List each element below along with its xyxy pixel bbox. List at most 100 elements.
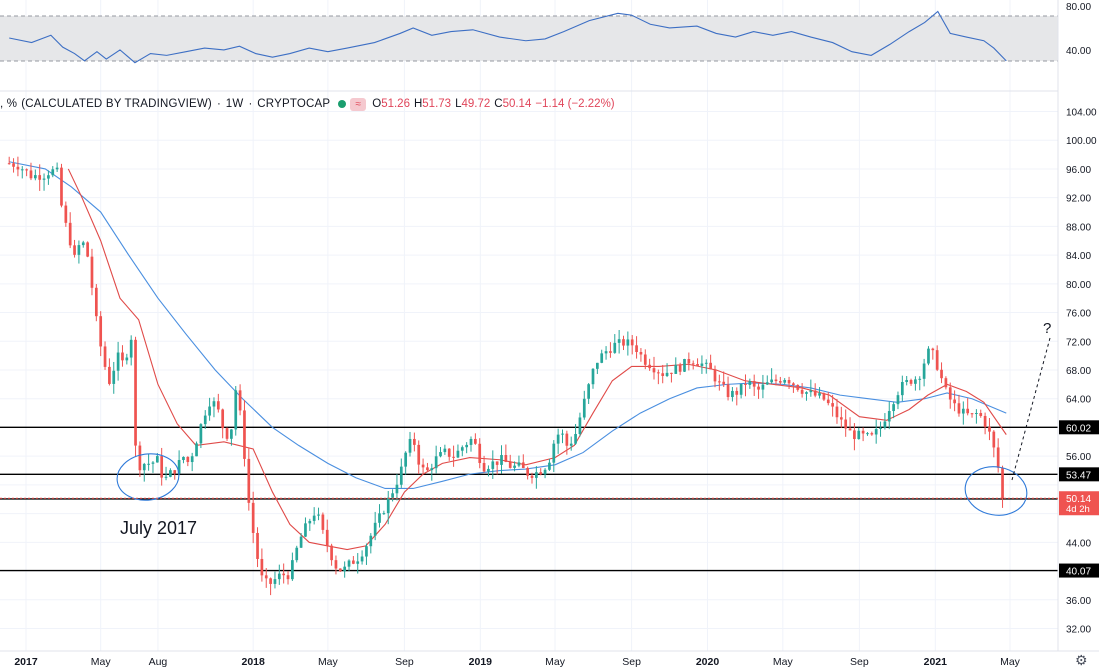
time-tick-label: Aug: [149, 656, 168, 668]
candle-body: [552, 443, 556, 463]
candle-body: [1001, 467, 1004, 499]
legend-low-label: L: [455, 98, 462, 110]
candle-body: [230, 429, 233, 439]
candle-body: [656, 372, 660, 374]
rsi-axis-label: 80.00: [1066, 2, 1091, 13]
candle-body: [182, 456, 185, 461]
candle-body: [395, 484, 399, 494]
candle-body: [251, 502, 255, 533]
compare-icon[interactable]: ≈: [350, 97, 367, 111]
candle-body: [944, 378, 948, 388]
candle-body: [770, 379, 773, 383]
candle-body: [957, 403, 961, 414]
candle-body: [796, 385, 800, 390]
candle-body: [826, 399, 830, 404]
price-tick-label: 44.00: [1066, 538, 1091, 549]
candle-body: [696, 364, 699, 366]
last-price-value: 50.14: [1066, 494, 1091, 505]
candle-body: [800, 389, 804, 394]
highlight-ellipse-2017: [116, 453, 180, 501]
candle-body: [360, 556, 364, 562]
candle-body: [356, 561, 360, 564]
time-tick-label: May: [91, 656, 112, 668]
candle-body: [304, 523, 307, 537]
candle-body: [447, 448, 451, 457]
price-tick-label: 84.00: [1066, 251, 1091, 262]
candle-body: [861, 430, 865, 434]
candle-body: [365, 546, 368, 557]
candle-body: [391, 493, 394, 498]
candle-body: [7, 163, 11, 165]
candle-body: [295, 547, 299, 561]
candle-body: [591, 368, 595, 385]
candle-body: [478, 443, 482, 463]
candle-body: [330, 545, 333, 561]
candle-body: [125, 357, 129, 361]
candle-body: [234, 390, 238, 430]
candle-body: [548, 462, 551, 470]
highlight-ellipse-2021: [964, 466, 1028, 516]
price-axis-background: [1058, 0, 1099, 671]
legend-low: 49.72: [461, 98, 491, 110]
candle-body: [94, 287, 98, 317]
price-tick-label: 80.00: [1066, 280, 1091, 291]
level-price-tag: [1059, 467, 1099, 482]
candle-body: [543, 469, 547, 475]
candle-body: [77, 245, 81, 255]
price-tick-label: 76.00: [1066, 309, 1091, 320]
candle-body: [866, 433, 869, 435]
candle-body: [966, 408, 970, 414]
candle-body: [909, 380, 913, 384]
candle-body: [413, 438, 416, 445]
candle-body: [778, 381, 782, 383]
candle-body: [81, 242, 85, 246]
candle-body: [922, 363, 926, 379]
candle-body: [399, 466, 403, 485]
candle-body: [421, 464, 425, 468]
candle-body: [256, 532, 259, 559]
price-tick-label: 100.00: [1066, 136, 1097, 147]
candle-body: [273, 579, 277, 584]
candle-body: [469, 438, 473, 445]
level-price-tag-label: 60.02: [1066, 423, 1091, 434]
legend-separator: ·: [216, 98, 221, 110]
legend-separator: ·: [248, 98, 253, 110]
candle-body: [870, 433, 874, 435]
legend-interval: 1W: [225, 98, 244, 110]
candle-body: [500, 455, 503, 465]
legend-open: 51.26: [381, 98, 410, 110]
candle-body: [42, 178, 46, 180]
symbol-legend[interactable]: , % (CALCULATED BY TRADINGVIEW) · 1W · C…: [0, 95, 619, 113]
candle-body: [609, 351, 612, 353]
candle-body: [225, 428, 229, 439]
candle-body: [752, 381, 756, 387]
candle-body: [264, 575, 268, 579]
candle-body: [190, 456, 194, 463]
candle-body: [317, 514, 320, 516]
candle-body: [199, 424, 203, 444]
candle-body: [325, 529, 329, 546]
legend-change: −1.14 (−2.22%): [535, 98, 615, 110]
candle-body: [408, 438, 412, 453]
candle-body: [918, 378, 922, 380]
candle-body: [186, 456, 190, 463]
candle-body: [160, 456, 164, 478]
candle-body: [134, 339, 137, 446]
rsi-pane: 80.00 40.00: [0, 2, 1099, 92]
settings-gear-icon[interactable]: ⚙: [1075, 652, 1088, 668]
price-tick-label: 92.00: [1066, 194, 1091, 205]
candle-body: [561, 433, 564, 435]
candle-body: [99, 316, 103, 347]
candle-body: [613, 342, 617, 353]
candle-body: [674, 364, 678, 374]
candle-body: [20, 169, 24, 171]
market-status-icon[interactable]: [338, 100, 347, 108]
candle-body: [617, 339, 621, 343]
time-tick-label: 2018: [241, 656, 265, 668]
candle-body: [338, 568, 342, 572]
support-resistance-lines: [0, 426, 1058, 572]
candle-body: [582, 398, 586, 418]
time-tick-label: May: [773, 656, 794, 668]
